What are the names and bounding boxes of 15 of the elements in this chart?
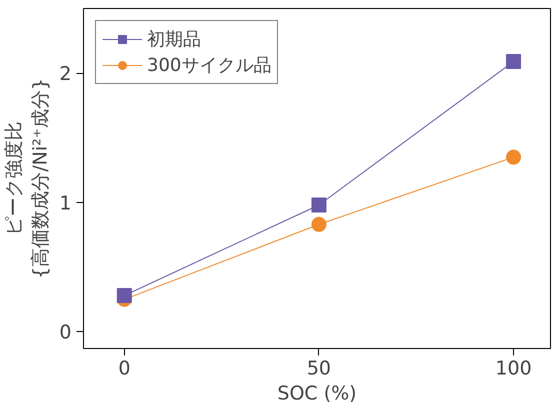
x-tick-label: 50 — [306, 358, 332, 380]
point — [116, 288, 132, 303]
legend-label: 初期品 — [147, 28, 201, 51]
point — [506, 150, 522, 165]
point — [506, 54, 522, 70]
y-tick-label: 2 — [59, 63, 72, 86]
x-tick-label: 0 — [118, 358, 130, 380]
point — [311, 216, 326, 232]
point — [311, 198, 326, 212]
y-tick-label: 1 — [59, 192, 72, 214]
x-axis-title: SOC (%) — [277, 382, 357, 404]
y-axis-title: ピーク強度比 {高価数成分/Ni²⁺成分} — [3, 78, 52, 279]
legend-label: 300サイクル品 — [147, 54, 272, 77]
x-tick-label: 100 — [495, 358, 532, 380]
y-tick-label: 0 — [59, 322, 72, 344]
